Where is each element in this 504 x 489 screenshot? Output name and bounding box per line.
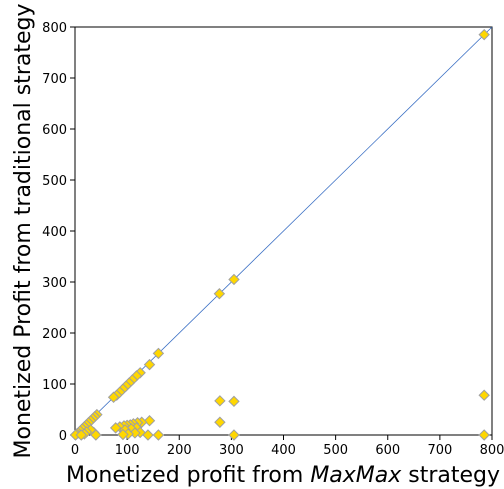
x-axis-label-prefix: Monetized profit from	[66, 463, 310, 488]
data-point	[214, 416, 226, 428]
y-tick-label: 0	[59, 429, 67, 444]
data-point	[478, 389, 490, 401]
data-point	[228, 429, 240, 441]
x-tick-label: 700	[427, 443, 452, 458]
x-tick-label: 200	[167, 443, 192, 458]
data-point	[228, 395, 240, 408]
y-tick-label: 300	[42, 276, 67, 291]
data-point	[478, 28, 490, 41]
x-axis-label-italic: MaxMax	[310, 463, 402, 488]
data-point	[214, 395, 226, 407]
x-tick-label: 0	[71, 443, 79, 458]
data-point	[143, 415, 156, 427]
y-tick-label: 200	[42, 327, 67, 342]
data-point	[143, 358, 156, 371]
x-tick-label: 500	[323, 443, 348, 458]
y-tick-label: 800	[42, 21, 67, 36]
x-axis-label-suffix: strategy	[401, 463, 500, 488]
y-tick-label: 100	[42, 378, 67, 393]
data-point	[152, 429, 165, 441]
data-point	[75, 429, 87, 441]
y-axis-label: Monetized Profit from traditional strate…	[11, 4, 36, 459]
data-point	[90, 429, 102, 441]
data-point	[109, 422, 122, 434]
data-point	[107, 391, 120, 403]
data-points	[69, 28, 490, 441]
x-tick-label: 100	[115, 443, 140, 458]
data-point	[129, 427, 141, 439]
x-tick-label: 600	[375, 443, 400, 458]
axis-ticks: 0 100 200 300 400 500 600 700 800 0 100 200 300 400 50…	[42, 21, 504, 458]
y-tick-label: 600	[42, 123, 67, 138]
data-point	[142, 429, 154, 441]
x-tick-label: 800	[480, 443, 504, 458]
data-point	[152, 347, 165, 360]
y-tick-label: 500	[42, 174, 67, 189]
data-point	[228, 273, 240, 286]
x-axis-label: Monetized profit from MaxMax strategy	[66, 463, 500, 488]
data-point	[213, 288, 226, 300]
y-tick-label: 700	[42, 72, 67, 87]
data-point	[478, 429, 490, 441]
data-point	[117, 428, 129, 441]
x-tick-label: 300	[219, 443, 244, 458]
diagonal-line	[74, 26, 493, 436]
x-tick-label: 400	[271, 443, 296, 458]
y-tick-label: 400	[42, 225, 67, 240]
